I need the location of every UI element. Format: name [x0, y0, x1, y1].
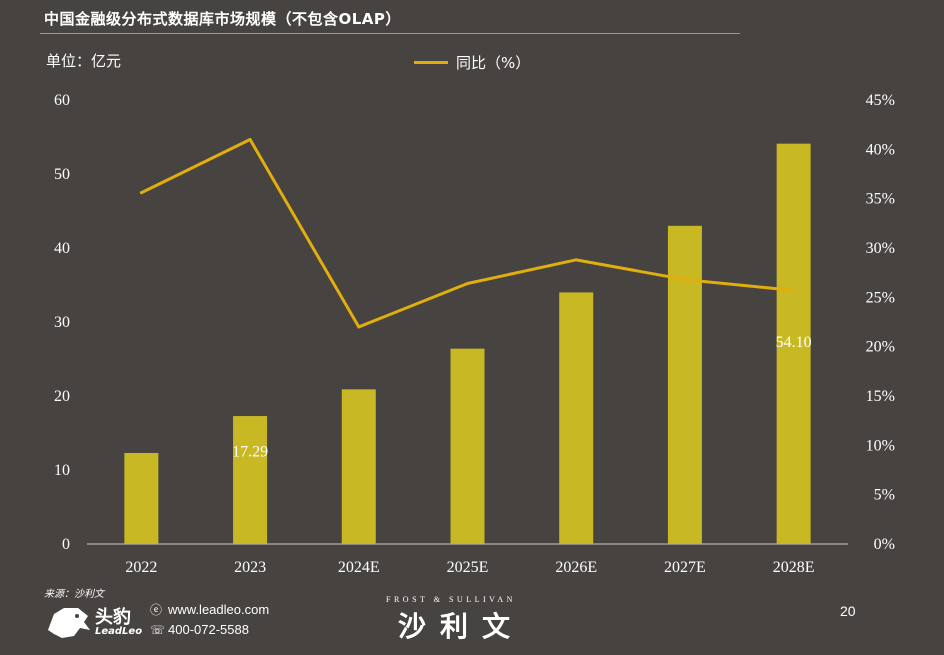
y-left-tick-label: 50: [54, 166, 70, 183]
y-left-tick-label: 60: [54, 92, 70, 109]
x-tick-label: 2025E: [447, 559, 489, 576]
unit-label: 单位：亿元: [46, 52, 122, 70]
x-tick-label: 2024E: [338, 559, 380, 576]
yoy-line-point: [792, 288, 796, 292]
legend-line-swatch: [414, 61, 448, 64]
source-note: 来源：沙利文: [44, 589, 104, 600]
y-right-tick-label: 15%: [866, 388, 895, 405]
y-right-tick-label: 30%: [866, 240, 895, 257]
y-right-tick-label: 40%: [866, 141, 895, 158]
bar: [559, 292, 594, 544]
bar: [776, 143, 811, 544]
x-tick-label: 2027E: [664, 559, 706, 576]
bar: [450, 348, 485, 544]
y-right-tick-label: 25%: [866, 289, 895, 306]
bar: [667, 225, 702, 545]
x-tick-label: 2026E: [555, 559, 597, 576]
yoy-line-point: [574, 258, 578, 262]
frost-sullivan-logo-cn: 沙利文: [398, 610, 525, 643]
phone-icon: ☏: [150, 623, 166, 637]
title-divider: [40, 33, 740, 34]
yoy-line-point: [139, 191, 143, 195]
y-right-tick-label: 35%: [866, 191, 895, 208]
chart-title: 中国金融级分布式数据库市场规模（不包含OLAP）: [44, 10, 401, 28]
website-link[interactable]: www.leadleo.com: [168, 602, 270, 617]
legend-line-label: 同比（%）: [456, 54, 531, 72]
bar-data-label: 17.29: [232, 444, 268, 461]
x-tick-label: 2023: [234, 559, 266, 576]
y-right-tick-label: 20%: [866, 339, 895, 356]
y-right-tick-label: 5%: [874, 487, 895, 504]
bar-data-label: 54.10: [776, 334, 812, 351]
logo-text-cn: 头豹: [95, 607, 131, 628]
yoy-line-point: [466, 282, 469, 286]
y-left-tick-label: 30: [54, 314, 70, 331]
bar: [341, 389, 376, 544]
globe-icon: ⓔ: [150, 603, 163, 617]
x-tick-label: 2022: [125, 559, 157, 576]
y-right-tick-label: 0%: [874, 536, 895, 553]
y-right-tick-label: 45%: [866, 92, 895, 109]
yoy-line-point: [248, 137, 252, 141]
leopard-logo-icon: [48, 608, 90, 638]
x-tick-label: 2028E: [773, 559, 815, 576]
page-number: 20: [840, 603, 856, 619]
y-left-tick-label: 20: [54, 388, 70, 405]
bar: [233, 416, 268, 544]
y-left-tick-label: 40: [54, 240, 70, 257]
yoy-line-point: [683, 278, 687, 282]
logo-text-en: LeadLeo: [95, 626, 143, 637]
y-right-tick-label: 10%: [866, 437, 895, 454]
y-left-tick-label: 0: [62, 536, 70, 553]
frost-sullivan-logo-en: FROST & SULLIVAN: [386, 595, 516, 604]
legend: 同比（%）: [414, 52, 530, 73]
bar: [124, 452, 159, 544]
phone-number: 400-072-5588: [168, 622, 249, 637]
contact-info: ⓔ www.leadleo.com ☏ 400-072-5588: [150, 600, 269, 640]
yoy-line-point: [357, 325, 361, 329]
y-left-tick-label: 10: [54, 462, 70, 479]
